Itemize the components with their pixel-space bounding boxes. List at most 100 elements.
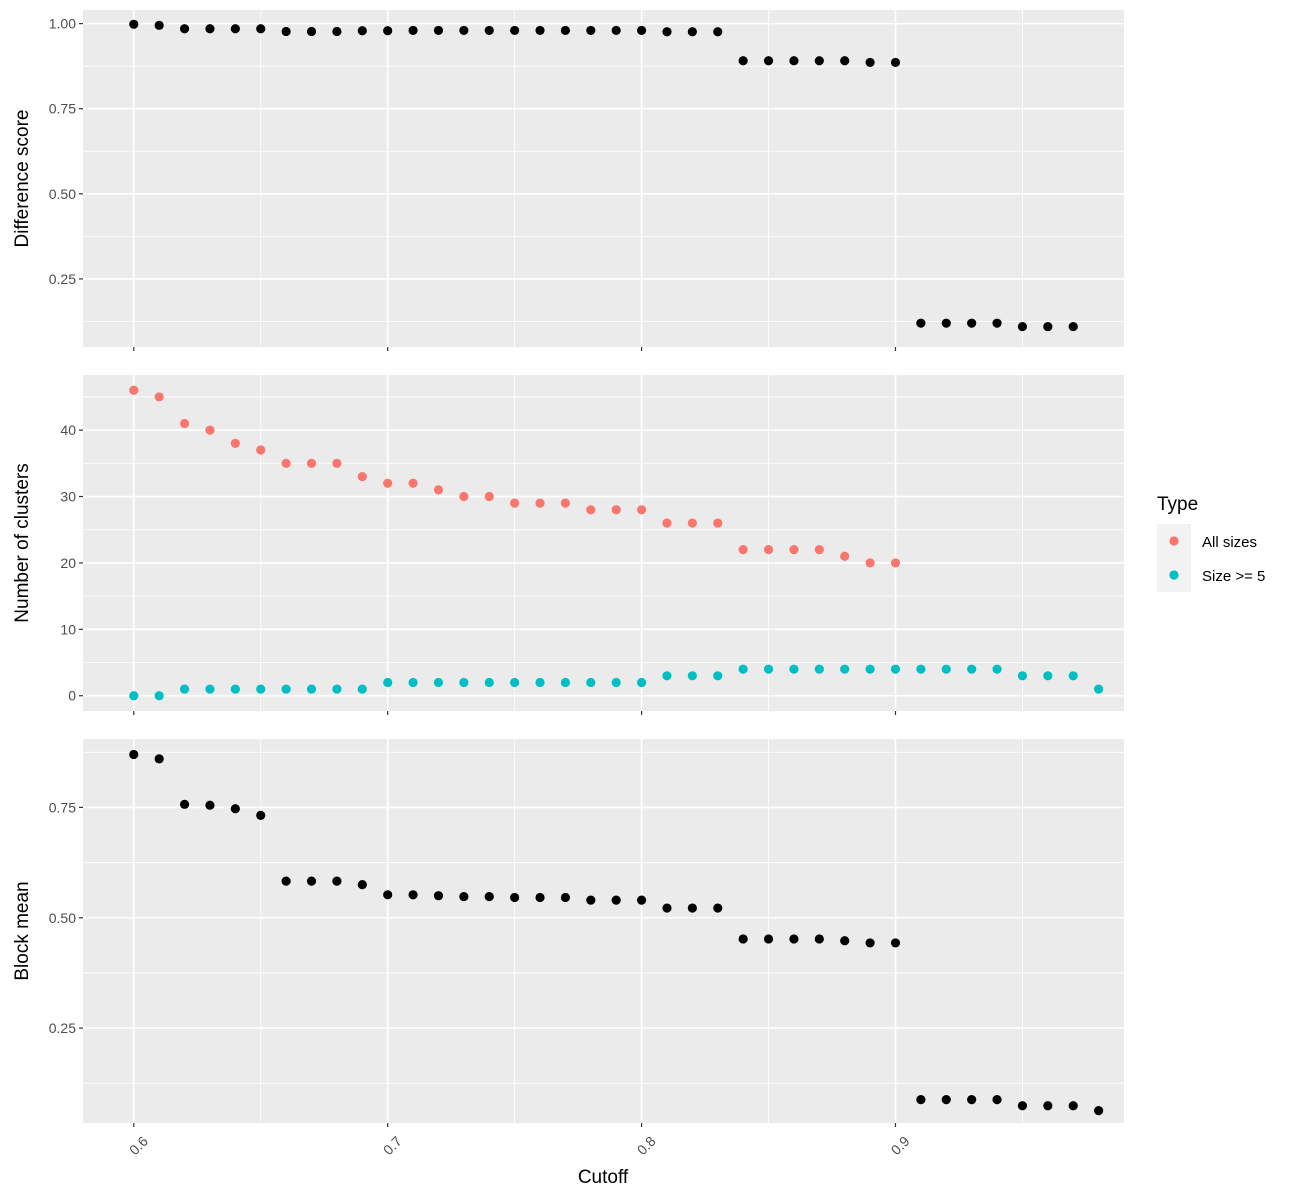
data-point xyxy=(256,445,266,455)
data-point xyxy=(433,485,444,495)
data-point xyxy=(941,664,951,674)
data-point xyxy=(205,425,215,435)
data-point xyxy=(992,664,1002,674)
data-point xyxy=(306,26,317,37)
data-point xyxy=(814,664,824,674)
x-tick-label: 0.7 xyxy=(380,1133,405,1158)
y-tick-label: 0.50 xyxy=(49,186,76,202)
data-point xyxy=(281,26,291,37)
data-point xyxy=(1017,671,1028,681)
legend-label: Size >= 5 xyxy=(1202,568,1265,585)
y-tick-label: 30 xyxy=(60,489,76,505)
data-point xyxy=(611,895,621,905)
legend-entries: All sizes Size >= 5 xyxy=(1157,524,1265,592)
data-point xyxy=(1068,321,1078,332)
data-point xyxy=(992,318,1002,328)
data-point xyxy=(662,903,672,913)
data-point xyxy=(814,56,824,66)
y-tick-label: 20 xyxy=(60,555,76,571)
data-point xyxy=(179,418,190,429)
data-point xyxy=(230,804,240,814)
data-point xyxy=(433,25,444,36)
data-point xyxy=(865,57,875,68)
data-point xyxy=(738,56,748,66)
data-point xyxy=(383,890,393,900)
data-point xyxy=(484,891,494,902)
data-point xyxy=(967,1095,977,1105)
data-point xyxy=(611,505,621,515)
data-point xyxy=(332,26,342,37)
data-point xyxy=(408,478,418,488)
data-point xyxy=(586,25,596,36)
data-point xyxy=(433,891,444,901)
y-axis-title: Block mean xyxy=(12,881,33,980)
panel-2: 0 10 20 30 40 Number of clusters xyxy=(12,375,1124,715)
data-point xyxy=(535,498,545,508)
data-point xyxy=(230,24,240,34)
data-point xyxy=(890,664,901,674)
data-point xyxy=(941,1095,951,1105)
data-point xyxy=(510,677,520,688)
data-point xyxy=(281,458,291,468)
y-tick-label: 0.75 xyxy=(49,799,76,815)
data-point xyxy=(865,558,875,568)
data-point xyxy=(636,505,647,515)
data-point xyxy=(840,936,850,946)
data-point xyxy=(230,684,240,694)
series-points xyxy=(129,749,1104,1116)
data-point xyxy=(611,677,621,688)
data-point xyxy=(738,934,748,944)
data-point xyxy=(459,491,469,502)
data-point xyxy=(865,938,875,948)
data-point xyxy=(789,934,799,944)
panel-1: 0.25 0.50 0.75 1.00 Difference score xyxy=(12,10,1124,351)
y-tick-label: 0.50 xyxy=(49,910,76,926)
data-point xyxy=(332,876,342,886)
panel-background xyxy=(83,375,1124,711)
data-point xyxy=(840,551,850,561)
data-point xyxy=(256,810,266,820)
data-point xyxy=(840,56,850,66)
data-point xyxy=(890,558,901,568)
data-point xyxy=(154,392,164,402)
data-point xyxy=(459,891,469,902)
data-point xyxy=(611,25,621,36)
data-point xyxy=(967,318,977,328)
data-point xyxy=(535,677,545,688)
y-tick-label: 0.25 xyxy=(49,271,76,287)
data-point xyxy=(687,671,697,681)
y-tick-label: 0.75 xyxy=(49,101,76,117)
data-point xyxy=(179,24,190,34)
panel-3: 0.25 0.50 0.75 Block mean xyxy=(12,739,1124,1127)
data-point xyxy=(636,895,647,905)
data-point xyxy=(484,25,494,36)
legend-label: All sizes xyxy=(1202,534,1257,551)
data-point xyxy=(636,677,647,688)
y-tick-label: 1.00 xyxy=(49,16,76,32)
data-point xyxy=(383,677,393,688)
y-tick-label: 0 xyxy=(68,688,76,704)
data-point xyxy=(433,677,444,688)
data-point xyxy=(662,671,672,681)
data-point xyxy=(205,684,215,694)
data-point xyxy=(1094,1106,1104,1116)
data-point xyxy=(890,938,901,948)
x-tick-label: 0.8 xyxy=(634,1133,659,1158)
x-tick-label: 0.9 xyxy=(888,1133,913,1158)
y-tick-label: 40 xyxy=(60,422,76,438)
data-point xyxy=(992,1095,1002,1105)
data-point xyxy=(687,903,697,913)
data-point xyxy=(967,664,977,674)
y-tick-label: 10 xyxy=(60,621,76,637)
data-point xyxy=(1017,1101,1028,1111)
data-point xyxy=(713,671,723,681)
data-point xyxy=(256,24,266,34)
data-point xyxy=(306,458,317,468)
data-point xyxy=(230,438,240,448)
y-tick-label: 0.25 xyxy=(49,1020,76,1036)
data-point xyxy=(281,876,291,886)
data-point xyxy=(510,498,520,508)
data-point xyxy=(484,491,494,502)
data-point xyxy=(586,677,596,688)
legend-swatch xyxy=(1169,536,1179,546)
